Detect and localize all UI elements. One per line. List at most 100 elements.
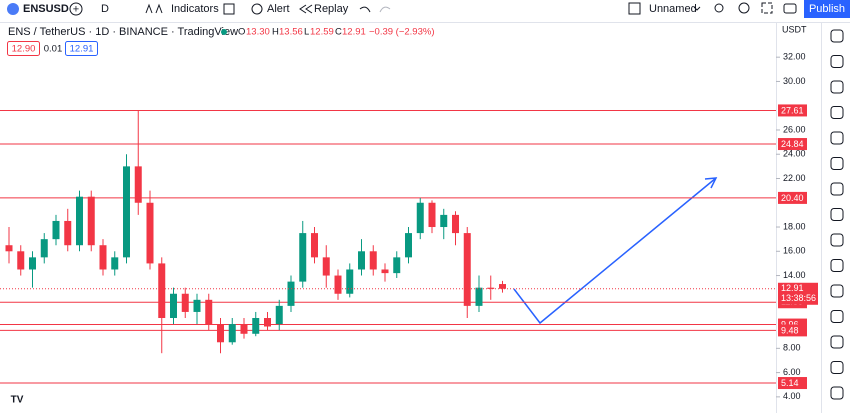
indicators-icon — [145, 3, 163, 14]
candle-body — [111, 257, 119, 270]
level-label: 27.61 — [781, 105, 804, 115]
y-tick-label: 18.00 — [783, 221, 806, 231]
indicators-button[interactable]: Indicators — [171, 3, 219, 15]
redo-button[interactable] — [379, 6, 391, 13]
sidebar-button[interactable] — [830, 55, 844, 68]
candle-body — [134, 166, 142, 203]
sidebar-button[interactable] — [830, 335, 844, 349]
ask: 12.91 — [70, 44, 94, 55]
candle-body — [499, 284, 506, 289]
candle-body — [440, 214, 448, 228]
candle-body — [52, 220, 60, 240]
low-label: L — [304, 27, 309, 38]
publish-button[interactable] — [804, 0, 850, 18]
high-value: 13.56 — [279, 27, 303, 38]
candle-body — [299, 233, 307, 282]
sidebar-button[interactable] — [830, 284, 844, 298]
close-value: 12.91 — [342, 27, 366, 38]
level-label-bg — [778, 377, 807, 390]
sidebar-button[interactable] — [830, 361, 844, 374]
candle-body — [334, 275, 342, 294]
undo-button[interactable] — [359, 6, 371, 13]
sidebar-button[interactable] — [830, 208, 844, 221]
bid: 12.90 — [12, 44, 36, 55]
toolbar: ENSUSD + D Indicators Alert Replay Unnam… — [0, 0, 850, 23]
candle-body — [228, 324, 236, 343]
candle-body — [428, 202, 436, 228]
y-tick-label: 22.00 — [783, 173, 806, 183]
replay-button[interactable]: Replay — [314, 3, 349, 15]
snapshot-button[interactable] — [783, 3, 797, 14]
tv-logo[interactable]: TV — [11, 395, 24, 406]
candle-body — [358, 251, 365, 270]
y-tick-label: 32.00 — [783, 52, 806, 62]
candle-body — [158, 263, 166, 319]
sidebar-button[interactable] — [830, 386, 844, 400]
y-tick-label: 14.00 — [783, 270, 806, 280]
market-status — [221, 29, 227, 35]
alert-icon — [251, 3, 263, 15]
symbol-logo — [7, 3, 19, 15]
compare-icon: + — [73, 3, 79, 15]
sidebar-button[interactable] — [830, 157, 844, 170]
sidebar-button[interactable] — [830, 310, 844, 323]
candle-body — [452, 214, 459, 234]
candle-body — [463, 233, 471, 306]
candle-body — [381, 269, 389, 274]
y-tick-label: 24.00 — [783, 149, 806, 159]
candle-body — [64, 220, 72, 246]
candle-body — [475, 287, 483, 306]
level-label-bg — [778, 104, 807, 117]
publish-label: Publish — [809, 3, 845, 15]
layout-checkbox[interactable] — [628, 2, 641, 15]
candle-body — [264, 318, 271, 327]
low-value: 12.59 — [310, 27, 334, 38]
y-tick-label: 26.00 — [783, 124, 806, 134]
candle-body — [322, 257, 330, 276]
candle-body — [346, 269, 354, 294]
sidebar-button[interactable] — [830, 29, 844, 43]
candle-body — [393, 257, 401, 274]
countdown: 13:38:56 — [781, 293, 816, 303]
currency[interactable]: USDT — [782, 24, 807, 34]
level-label-bg — [778, 191, 807, 204]
candle-body — [287, 281, 295, 306]
buy-box[interactable] — [65, 41, 98, 56]
candle-body — [170, 293, 177, 319]
candle-body — [405, 233, 412, 258]
sidebar-button[interactable] — [830, 233, 844, 247]
candle-body — [275, 305, 283, 325]
sidebar-button[interactable] — [830, 131, 844, 145]
search-button[interactable] — [714, 3, 724, 13]
sidebar-button[interactable] — [830, 259, 844, 272]
templates-button[interactable] — [223, 3, 235, 15]
candle-body — [369, 251, 377, 270]
layout-name[interactable]: Unnamed — [649, 3, 697, 15]
trend-drawing[interactable] — [513, 177, 717, 325]
last-price-label: 12.91 — [781, 283, 804, 293]
sell-box[interactable] — [7, 41, 40, 56]
interval[interactable]: D — [101, 3, 109, 15]
candle-body — [217, 324, 224, 343]
layout-dropdown[interactable] — [693, 6, 701, 11]
level-label: 9.48 — [781, 325, 799, 335]
sidebar-button[interactable] — [830, 106, 844, 119]
candle-body — [123, 166, 130, 258]
compare-button[interactable] — [69, 2, 83, 16]
sidebar-button[interactable] — [830, 182, 844, 196]
candle-body — [87, 196, 95, 246]
candle-body — [311, 233, 318, 258]
settings-button[interactable] — [738, 2, 750, 14]
alert-button[interactable]: Alert — [267, 3, 290, 15]
fullscreen-button[interactable] — [761, 2, 773, 14]
open-value: 13.30 — [246, 27, 270, 38]
level-label: 24.84 — [781, 139, 804, 149]
candle-body — [29, 257, 36, 270]
sidebar-button[interactable] — [830, 80, 844, 94]
candle-body — [99, 245, 107, 270]
open-label: O — [238, 27, 245, 38]
symbol[interactable]: ENSUSD — [23, 3, 69, 15]
level-label-bg — [778, 138, 807, 151]
legend: ENS / TetherUS · 1D · BINANCE · TradingV… — [7, 26, 435, 56]
